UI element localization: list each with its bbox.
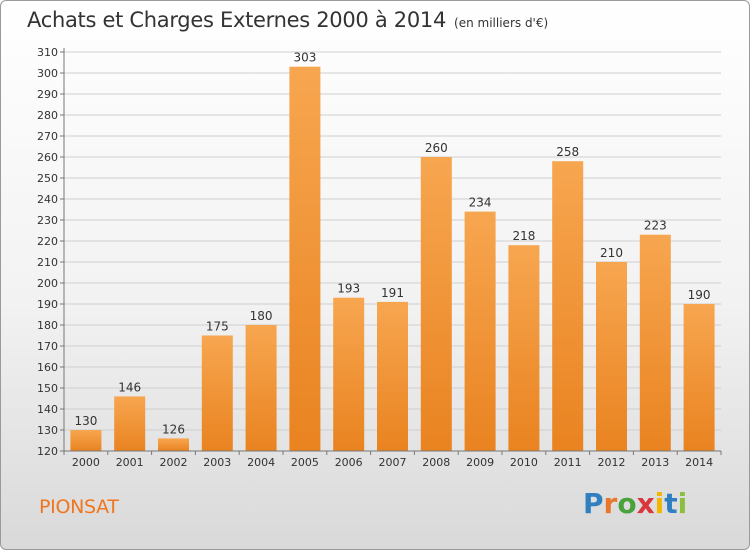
bar-2012 <box>596 262 627 451</box>
data-label: 175 <box>206 320 229 334</box>
data-label: 193 <box>337 282 360 296</box>
bar-2008 <box>420 157 452 451</box>
x-tick-label: 2012 <box>598 456 626 469</box>
bar-2006 <box>333 297 365 451</box>
y-tick-label: 290 <box>37 88 58 101</box>
bar-2005 <box>289 66 321 451</box>
bar-2003 <box>201 335 233 451</box>
data-label: 191 <box>381 286 404 300</box>
x-tick-label: 2010 <box>510 456 538 469</box>
bar-2007 <box>377 301 408 451</box>
logo-letter: i <box>677 487 688 520</box>
bar-2011 <box>552 161 584 451</box>
y-tick-label: 220 <box>37 235 58 248</box>
proxiti-logo: Proxiti <box>583 487 687 520</box>
data-label: 218 <box>512 229 535 243</box>
bar-2001 <box>114 396 146 451</box>
logo-letter: r <box>603 487 618 520</box>
y-tick-label: 170 <box>37 340 58 353</box>
data-label: 146 <box>118 380 141 394</box>
logo-letter: i <box>654 487 665 520</box>
data-label: 223 <box>644 219 667 233</box>
x-tick-label: 2005 <box>291 456 319 469</box>
data-label: 260 <box>425 141 448 155</box>
title-row: Achats et Charges Externes 2000 à 2014 (e… <box>27 8 548 32</box>
bar-2009 <box>464 211 496 451</box>
bar-2013 <box>639 234 671 451</box>
x-tick-label: 2007 <box>379 456 407 469</box>
data-label: 190 <box>688 288 711 302</box>
labels: 120 130 140 150 160 170 180 190 200 210 220 230 240 2… <box>37 46 713 469</box>
logo-letter: o <box>617 487 637 520</box>
data-label: 180 <box>250 309 273 323</box>
bar-2000 <box>70 430 102 451</box>
y-tick-label: 190 <box>37 298 58 311</box>
bars <box>70 66 715 451</box>
x-tick-label: 2008 <box>422 456 450 469</box>
x-tick-label: 2002 <box>160 456 188 469</box>
y-tick-label: 180 <box>37 319 58 332</box>
y-tick-label: 260 <box>37 151 58 164</box>
y-tick-label: 210 <box>37 256 58 269</box>
bar-2004 <box>245 325 277 451</box>
x-tick-label: 2001 <box>116 456 144 469</box>
y-tick-label: 300 <box>37 67 58 80</box>
data-label: 258 <box>556 145 579 159</box>
bar-2002 <box>158 438 189 451</box>
x-tick-label: 2003 <box>203 456 231 469</box>
y-tick-label: 270 <box>37 130 58 143</box>
x-tick-label: 2014 <box>685 456 713 469</box>
y-tick-label: 310 <box>37 46 58 59</box>
y-tick-label: 240 <box>37 193 58 206</box>
data-label: 303 <box>293 51 316 65</box>
logo-letter: x <box>636 487 655 520</box>
bar-2014 <box>683 304 715 451</box>
data-label: 126 <box>162 422 185 436</box>
commune-name: PIONSAT <box>39 496 119 518</box>
x-tick-label: 2006 <box>335 456 363 469</box>
y-tick-label: 280 <box>37 109 58 122</box>
logo-letter: t <box>664 487 678 520</box>
y-tick-label: 120 <box>37 445 58 458</box>
logo-letter: P <box>583 487 604 520</box>
y-tick-label: 160 <box>37 361 58 374</box>
y-tick-label: 130 <box>37 424 58 437</box>
x-tick-label: 2011 <box>554 456 582 469</box>
axes <box>60 48 722 455</box>
chart-subtitle: (en milliers d'€) <box>454 16 549 30</box>
x-tick-label: 2009 <box>466 456 494 469</box>
x-tick-label: 2013 <box>641 456 669 469</box>
y-tick-label: 140 <box>37 403 58 416</box>
data-label: 210 <box>600 246 623 260</box>
y-tick-label: 200 <box>37 277 58 290</box>
bar-2010 <box>508 245 540 451</box>
x-tick-label: 2000 <box>72 456 100 469</box>
data-label: 130 <box>74 414 97 428</box>
data-label: 234 <box>469 196 492 210</box>
y-tick-label: 250 <box>37 172 58 185</box>
y-tick-label: 150 <box>37 382 58 395</box>
chart-title: Achats et Charges Externes 2000 à 2014 <box>27 8 447 32</box>
x-tick-label: 2004 <box>247 456 275 469</box>
y-tick-label: 230 <box>37 214 58 227</box>
